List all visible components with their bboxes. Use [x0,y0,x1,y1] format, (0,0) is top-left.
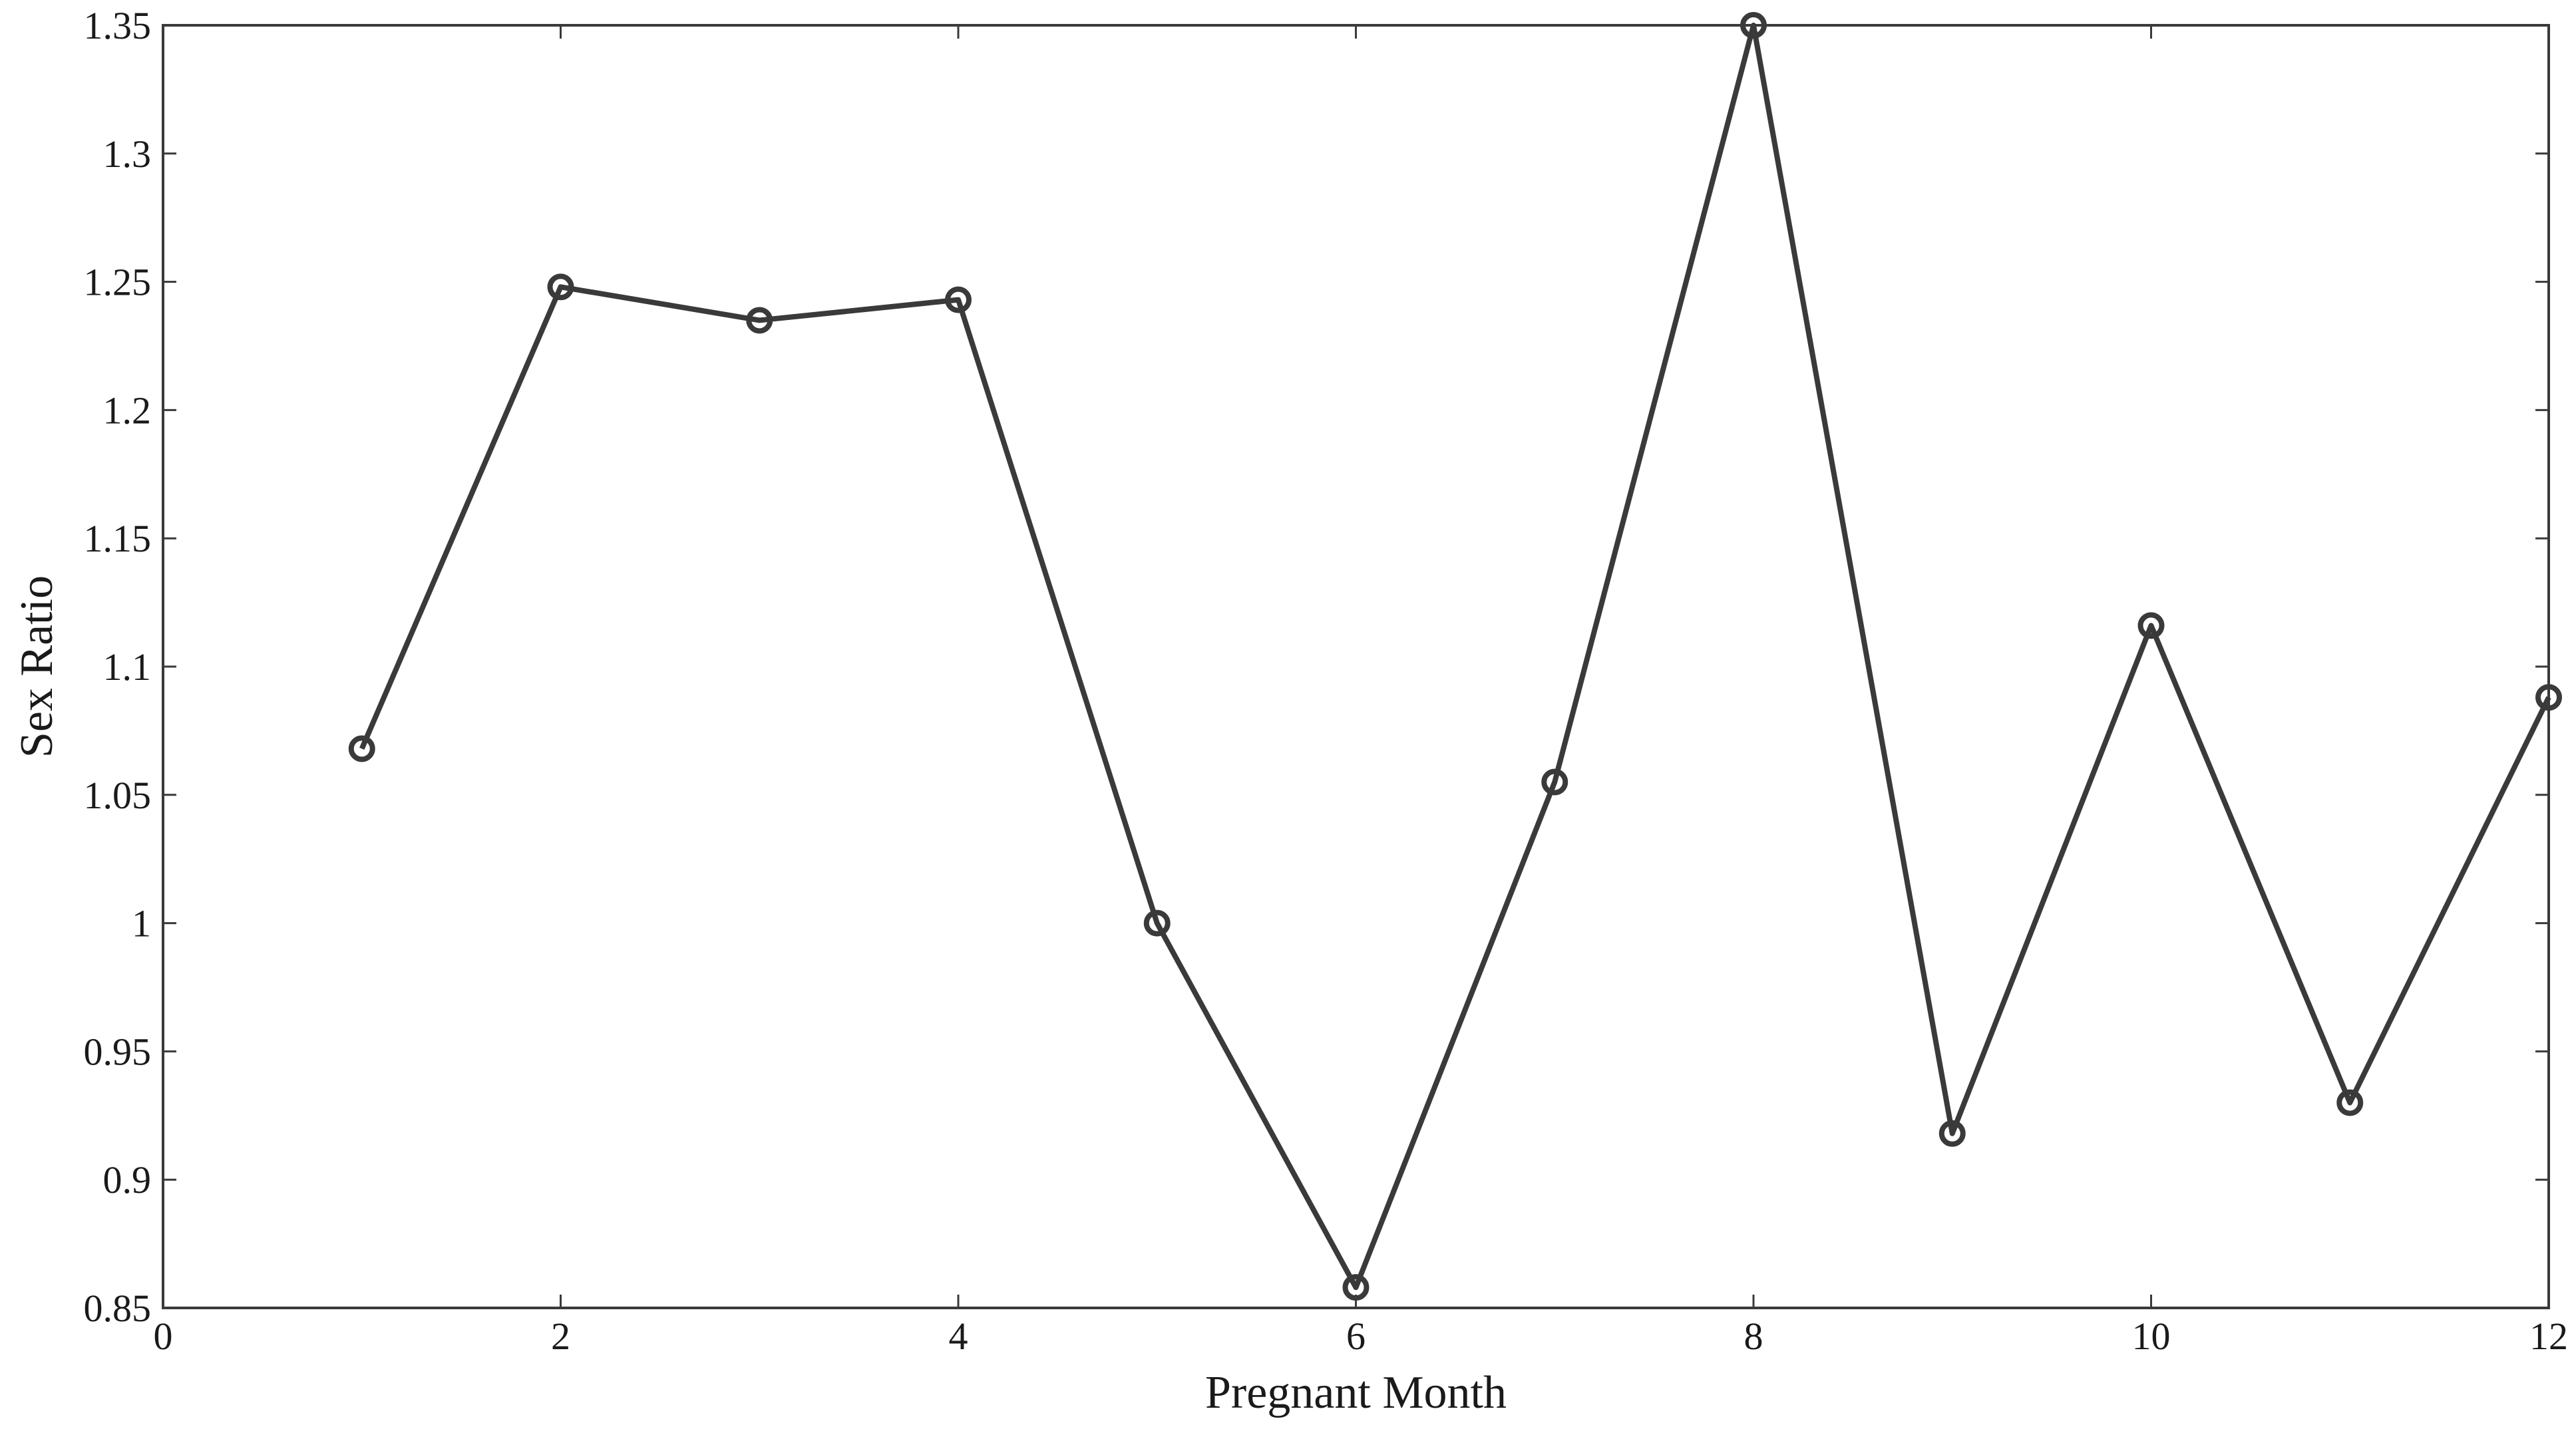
data-point [1342,1274,1370,1301]
y-tick-label: 1.25 [84,261,152,304]
x-tick-label: 4 [949,1315,968,1358]
y-axis-title: Sex Ratio [11,575,63,758]
data-point [348,735,375,762]
y-tick-label: 0.95 [84,1030,152,1073]
x-tick-label: 12 [2529,1315,2568,1358]
x-tick-label: 0 [154,1315,173,1358]
series-layer [348,12,2562,1301]
plot-area [162,24,2550,1309]
y-tick-label: 0.85 [84,1287,152,1330]
y-tick-label: 1.35 [84,4,152,47]
x-tick-label: 6 [1346,1315,1366,1358]
x-tick-label: 8 [1744,1315,1763,1358]
data-point [2535,684,2562,711]
y-tick-label: 1.05 [84,774,152,817]
x-tick-label: 2 [551,1315,570,1358]
y-tick-label: 1.2 [103,389,152,432]
series-line [359,23,2551,1291]
data-point [2137,612,2165,639]
y-tick-label: 1 [132,902,151,945]
data-point [1541,768,1568,796]
x-axis-title: Pregnant Month [1205,1367,1507,1418]
data-point [547,273,574,301]
ticks-layer: 0 2 4 6 8 10 12 0.85 0.9 0.95 1 1.05 1.1 1.15 1.2 1.25 1… [84,4,2569,1358]
y-tick-label: 1.15 [84,517,152,560]
data-point [1740,12,1767,39]
y-tick-label: 1.3 [103,132,152,176]
y-tick-label: 0.9 [103,1158,152,1201]
data-point [945,286,972,313]
y-tick-label: 1.1 [103,645,152,689]
data-point [2336,1089,2364,1116]
x-tick-label: 10 [2132,1315,2171,1358]
data-point [746,307,773,334]
data-point [1938,1120,1966,1147]
data-point [1143,909,1171,937]
